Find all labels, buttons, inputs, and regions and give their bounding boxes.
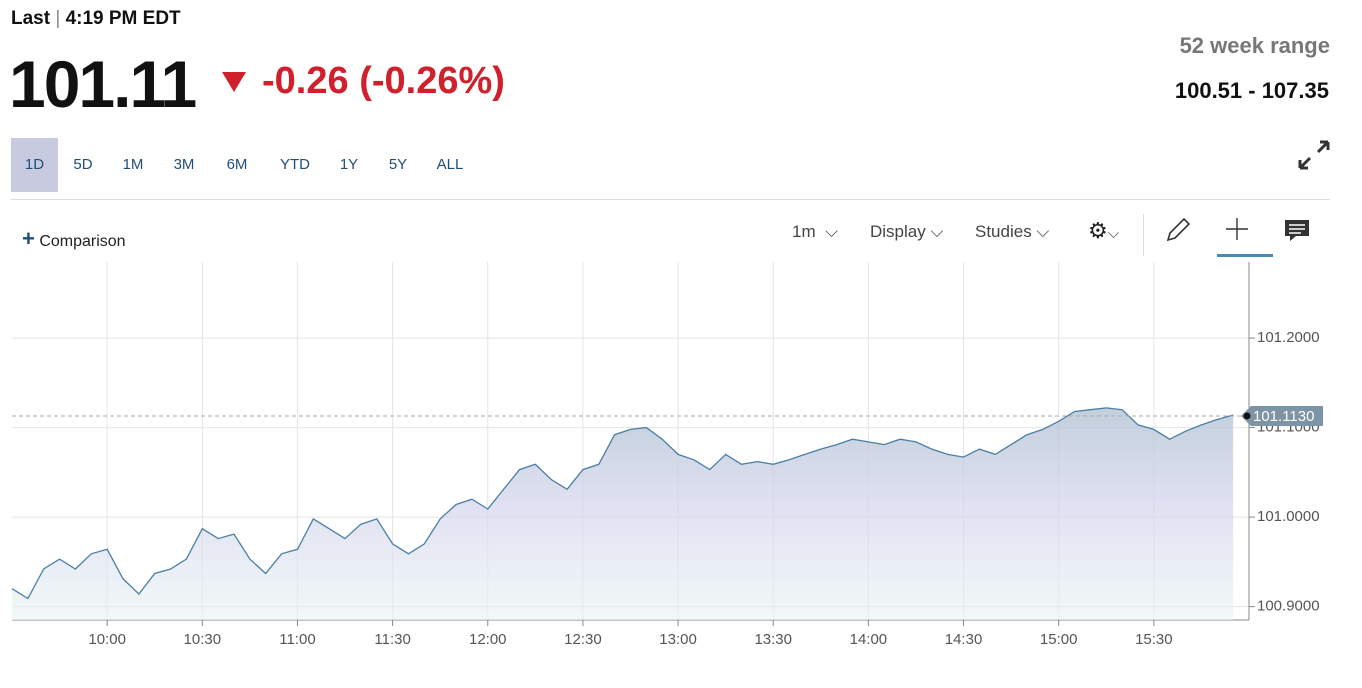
comment-button[interactable]	[1284, 219, 1312, 243]
x-tick-label: 14:30	[945, 631, 983, 648]
range-tab[interactable]: 3M	[173, 156, 195, 173]
range-tab[interactable]: 5Y	[388, 156, 408, 173]
x-tick-label: 15:00	[1040, 631, 1078, 648]
y-tick-label: 101.0000	[1257, 508, 1320, 525]
x-tick-label: 12:30	[564, 631, 602, 648]
display-label: Display	[870, 222, 926, 241]
range-tab[interactable]: 6M	[226, 156, 248, 173]
range-tab[interactable]: 1D	[11, 138, 58, 192]
area	[12, 407, 1234, 620]
comparison-label: Comparison	[39, 233, 126, 250]
x-tick-label: 12:00	[469, 631, 507, 648]
range-tab[interactable]: 1M	[122, 156, 144, 173]
last-value-label: 101.1130	[1253, 408, 1314, 425]
x-tick-label: 10:30	[184, 631, 222, 648]
last-value-dot	[1243, 412, 1251, 420]
comparison-button[interactable]: + Comparison	[22, 226, 126, 251]
divider	[11, 199, 1330, 200]
last-value-box	[1241, 405, 1323, 426]
settings-button[interactable]: ⚙⌵	[1088, 218, 1120, 243]
x-tick-label: 13:00	[659, 631, 697, 648]
x-tick-label: 11:30	[374, 631, 410, 648]
expand-icon[interactable]	[1296, 138, 1332, 172]
change-line: -0.26 (-0.26%)	[262, 60, 505, 103]
x-tick-label: 15:30	[1135, 631, 1173, 648]
price: 101.11	[9, 47, 197, 121]
separator: |	[55, 8, 61, 29]
y-tick-label: 100.9000	[1257, 598, 1320, 615]
price-line	[11, 407, 1234, 600]
last-line: Last | 4:19 PM EDT	[11, 8, 181, 30]
time: 4:19 PM EDT	[65, 8, 181, 29]
x-tick-label: 11:00	[279, 631, 315, 648]
crosshair-button[interactable]	[1217, 214, 1273, 258]
down-arrow	[222, 72, 246, 92]
draw-button[interactable]	[1164, 216, 1192, 244]
y-tick-label: 101.2000	[1257, 329, 1320, 346]
x-tick-label: 10:00	[88, 631, 126, 648]
last-label: Last	[11, 8, 51, 29]
interval-dropdown[interactable]: 1m ⌵	[792, 222, 838, 241]
change: -0.26	[262, 60, 349, 102]
interval-label: 1m	[792, 222, 816, 241]
studies-dropdown[interactable]: Studies ⌵	[975, 222, 1050, 241]
range-label: 52 week range	[1179, 33, 1330, 58]
range-tab[interactable]: 1Y	[339, 156, 359, 173]
range-tab[interactable]: 5D	[73, 156, 93, 173]
toolbar-divider	[1143, 214, 1144, 256]
x-tick-label: 13:30	[754, 631, 792, 648]
range-tab[interactable]: ALL	[436, 156, 464, 173]
studies-label: Studies	[975, 222, 1032, 241]
range-tab[interactable]: YTD	[280, 156, 310, 173]
x-tick-label: 14:00	[850, 631, 888, 648]
change-pct: (-0.26%)	[359, 60, 505, 102]
range-value: 100.51 - 107.35	[1174, 78, 1329, 103]
display-dropdown[interactable]: Display ⌵	[870, 222, 944, 241]
